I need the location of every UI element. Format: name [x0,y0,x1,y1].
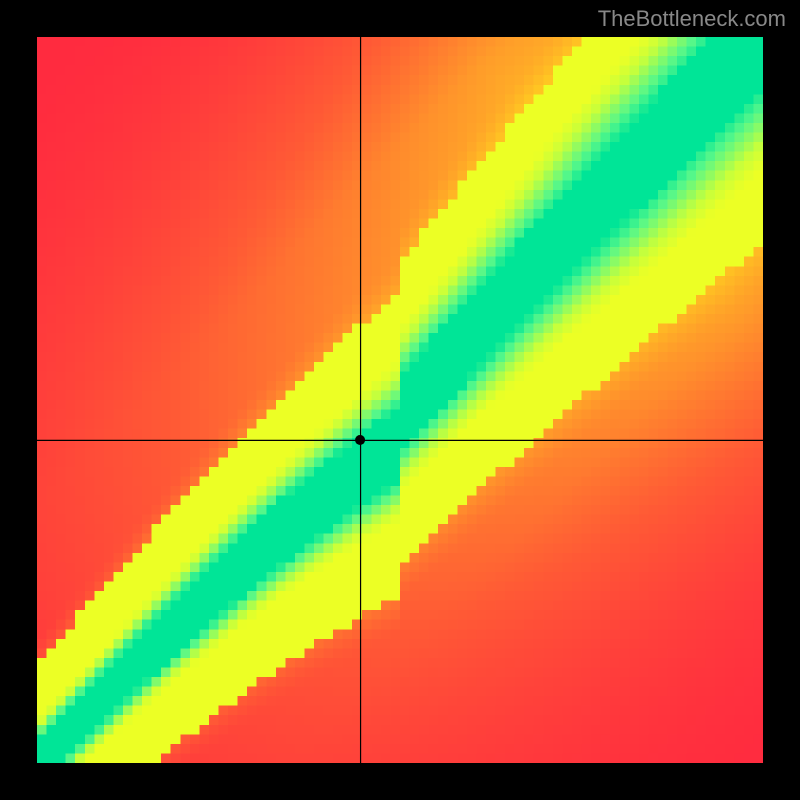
heatmap-overlay [37,37,763,763]
heatmap [37,37,763,763]
watermark-text: TheBottleneck.com [598,6,786,32]
chart-container: TheBottleneck.com [0,0,800,800]
